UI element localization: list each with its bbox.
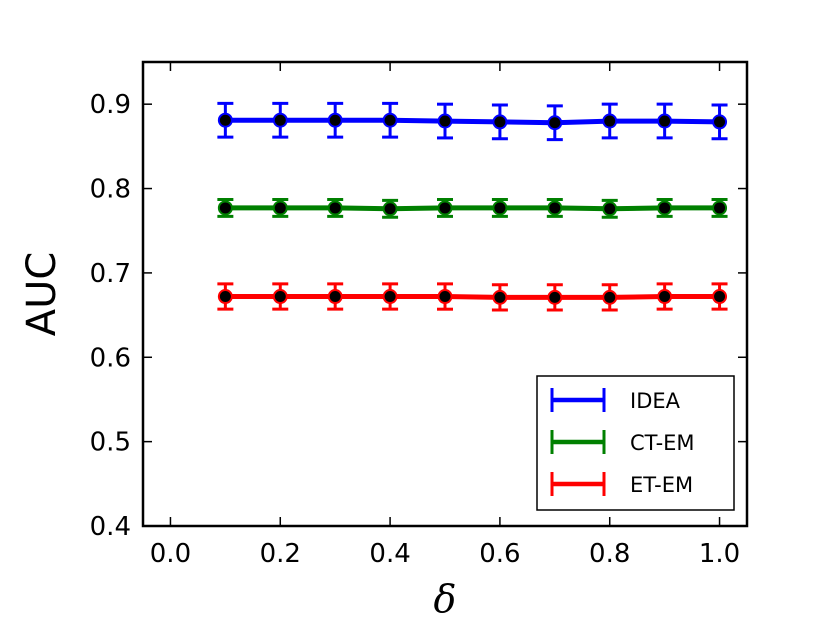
series-line xyxy=(225,117,720,126)
series-layer xyxy=(217,101,728,312)
data-point xyxy=(602,113,618,129)
data-point xyxy=(657,200,673,216)
data-point xyxy=(437,200,453,216)
data-point xyxy=(712,200,728,216)
data-point xyxy=(217,200,233,216)
data-point xyxy=(272,200,288,216)
data-point xyxy=(602,201,618,217)
x-axis-label: δ xyxy=(434,577,457,621)
axis-ticks: 0.0 0.2 0.4 0.6 0.8 1.0 0.4 0.5 0.6 0.7 0.8 0.9 xyxy=(90,62,747,569)
data-point xyxy=(382,201,398,217)
legend-entry-idea: IDEA xyxy=(550,388,681,413)
series-idea xyxy=(217,101,728,142)
data-point xyxy=(327,200,343,216)
y-tick-label: 0.7 xyxy=(90,259,131,289)
x-tick-label: 0.0 xyxy=(150,539,191,569)
data-point xyxy=(272,289,288,305)
series-line xyxy=(225,205,720,212)
data-point xyxy=(382,289,398,305)
data-point xyxy=(382,112,398,128)
y-tick-label: 0.5 xyxy=(90,428,131,458)
series-ct-em xyxy=(217,198,728,219)
data-point xyxy=(712,289,728,305)
legend: IDEA CT-EM ET-EM xyxy=(536,375,735,511)
legend-label: CT-EM xyxy=(630,431,695,455)
data-point xyxy=(547,289,563,305)
plot-frame xyxy=(141,60,749,528)
x-tick-label: 0.2 xyxy=(260,539,301,569)
y-axis-label: AUC xyxy=(19,252,65,337)
series-line xyxy=(225,294,720,300)
y-tick-label: 0.4 xyxy=(90,512,131,542)
data-point xyxy=(217,289,233,305)
legend-entry-ct-em: CT-EM xyxy=(550,430,695,455)
x-tick-label: 0.6 xyxy=(479,539,520,569)
legend-label: ET-EM xyxy=(630,473,693,497)
data-point xyxy=(657,113,673,129)
data-point xyxy=(272,112,288,128)
data-point xyxy=(327,289,343,305)
series-et-em xyxy=(217,282,728,312)
x-tick-label: 0.4 xyxy=(369,539,410,569)
data-point xyxy=(602,289,618,305)
data-point xyxy=(547,200,563,216)
data-point xyxy=(492,200,508,216)
x-tick-label: 0.8 xyxy=(589,539,630,569)
data-point xyxy=(492,289,508,305)
data-point xyxy=(492,114,508,130)
data-point xyxy=(712,114,728,130)
data-point xyxy=(327,112,343,128)
x-tick-label: 1.0 xyxy=(699,539,740,569)
y-tick-label: 0.6 xyxy=(90,343,131,373)
y-tick-label: 0.8 xyxy=(90,175,131,205)
data-point xyxy=(437,289,453,305)
data-point xyxy=(547,115,563,131)
data-point xyxy=(217,112,233,128)
legend-label: IDEA xyxy=(630,389,681,413)
data-point xyxy=(657,289,673,305)
data-point xyxy=(437,113,453,129)
legend-entry-et-em: ET-EM xyxy=(550,472,693,497)
y-tick-label: 0.9 xyxy=(90,90,131,120)
